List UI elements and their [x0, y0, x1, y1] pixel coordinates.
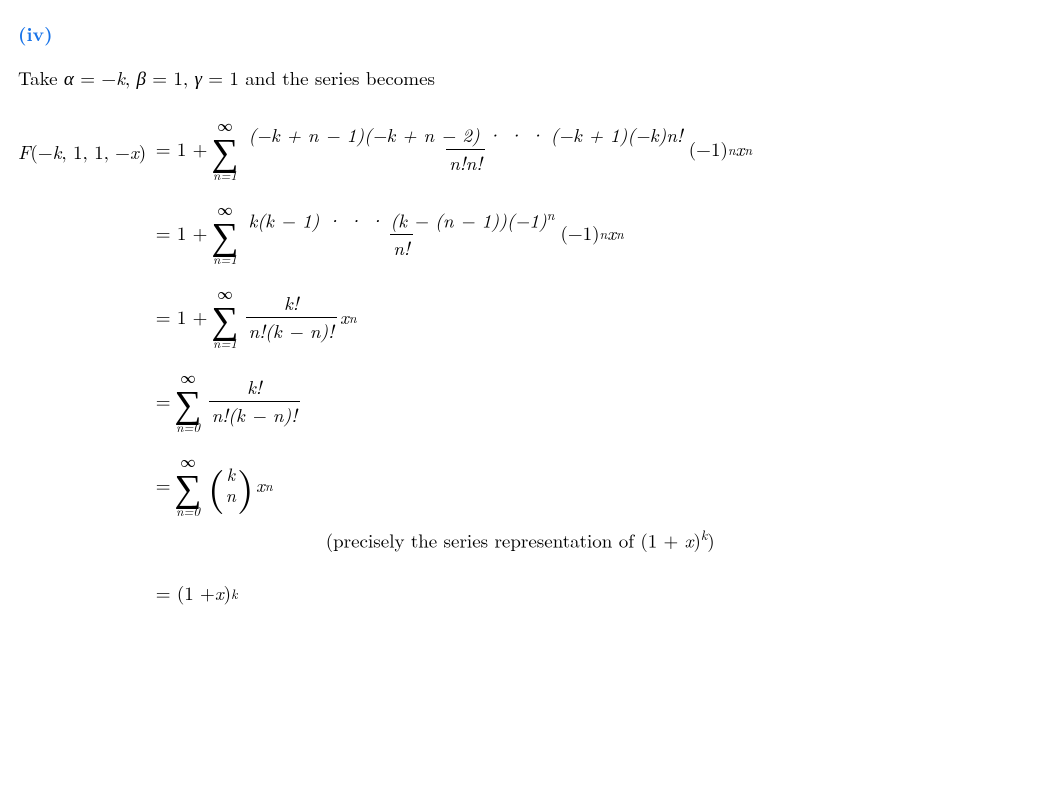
denominator: n!n!: [446, 149, 485, 175]
l2-tail-x: x: [607, 220, 616, 247]
math-derivation: F(−k, 1, 1, −x) = 1 + ∞ ∑ n=1 (−k + n − …: [18, 111, 1033, 626]
sep1: ,: [125, 64, 137, 91]
l4-num: k!: [247, 373, 262, 400]
derivation-line-3: = 1 + ∞ ∑ n=1 k! n!(k − n)! xn: [156, 279, 752, 355]
note-end: ): [707, 527, 714, 554]
fraction: (−k + n − 1)(−k + n − 2) · · · (−k + 1)(…: [246, 124, 686, 175]
sum-icon: ∞ ∑ n=0: [175, 454, 202, 517]
alpha: α: [64, 64, 74, 91]
derivation-line-5: = ∞ ∑ n=0 ( k n ) xn: [156, 447, 752, 523]
l4-den: n!(k − n)!: [212, 401, 297, 428]
sum-icon: ∞ ∑ n=0: [175, 370, 202, 433]
derivation-line-1: = 1 + ∞ ∑ n=1 (−k + n − 1)(−k + n − 2) ·…: [156, 111, 752, 187]
series-note: (precisely the series representation of …: [326, 525, 752, 554]
lhs-open: (−: [30, 138, 52, 165]
l2-num-a: k(k − 1) · · · (k − (n − 1))(−1): [249, 206, 547, 233]
l3-tail-x: x: [340, 304, 349, 331]
l2-tail-n: n: [600, 224, 608, 243]
sum-lower: n=0: [176, 504, 200, 517]
denominator: n!(k − n)!: [246, 317, 337, 343]
note-text: (precisely the series representation of …: [326, 527, 685, 554]
derivation-line-2: = 1 + ∞ ∑ n=1 k(k − 1) · · · (k − (n − 1…: [156, 195, 752, 271]
paren-left-icon: (: [208, 465, 225, 505]
numerator: k!: [281, 292, 302, 317]
l3-tail-xn: n: [349, 308, 357, 327]
l1-tail-x: x: [736, 136, 745, 163]
l2-den: n!: [393, 234, 410, 261]
sigma-icon: ∑: [211, 134, 238, 166]
l6-eq: = (1 +: [156, 580, 215, 607]
note-x: x: [685, 527, 694, 554]
derivation-line-6: = (1 + x)k: [156, 568, 752, 618]
l2-tail-a: (−1): [560, 220, 599, 247]
l1-tail-a: (−1): [689, 136, 728, 163]
sum-lower: n=1: [213, 336, 237, 349]
sigma-icon: ∑: [175, 470, 202, 502]
l5-eq: =: [156, 472, 171, 499]
l5-tail-x: x: [256, 472, 265, 499]
rhs-column: = 1 + ∞ ∑ n=1 (−k + n − 1)(−k + n − 2) ·…: [156, 111, 752, 626]
gamma: γ: [194, 64, 202, 91]
sum-icon: ∞ ∑ n=1: [211, 202, 238, 265]
lhs: F(−k, 1, 1, −x): [18, 111, 156, 166]
l6-x: x: [215, 580, 224, 607]
l3-den: n!(k − n)!: [249, 317, 334, 344]
lhs-x: x: [130, 138, 139, 165]
beta: β: [136, 64, 145, 91]
lhs-args: , 1, 1, −: [61, 138, 130, 165]
alpha-val: = −: [74, 64, 116, 91]
l1-num: (−k + n − 1)(−k + n − 2) · · · (−k + 1)(…: [249, 121, 683, 148]
l3-num: k!: [284, 289, 299, 316]
denominator: n!: [390, 234, 413, 260]
sigma-icon: ∑: [211, 218, 238, 250]
sum-icon: ∞ ∑ n=1: [211, 118, 238, 181]
l2-tail-xn: n: [616, 224, 624, 243]
numerator: k(k − 1) · · · (k − (n − 1))(−1)n: [246, 207, 558, 234]
l3-prefix: = 1 +: [156, 304, 208, 331]
l1-prefix: = 1 +: [156, 136, 208, 163]
binom-inner: k n: [225, 464, 237, 507]
sum-icon: ∞ ∑ n=1: [211, 286, 238, 349]
numerator: k!: [244, 376, 265, 401]
note-close: ): [694, 527, 701, 554]
alpha-k: k: [116, 64, 125, 91]
sum-lower: n=0: [176, 420, 200, 433]
derivation-line-4: = ∞ ∑ n=0 k! n!(k − n)!: [156, 363, 752, 439]
l6-close: ): [224, 580, 231, 607]
binom-bot: n: [226, 485, 236, 507]
l2-prefix: = 1 +: [156, 220, 208, 247]
l2-num-n: n: [547, 205, 555, 224]
section-label: (iv): [18, 20, 1033, 47]
l4-eq: =: [156, 388, 171, 415]
gamma-val: = 1 and the series becomes: [202, 64, 435, 91]
sum-lower: n=1: [213, 252, 237, 265]
sum-lower: n=1: [213, 168, 237, 181]
lhs-close: ): [139, 138, 146, 165]
fraction: k! n!(k − n)!: [209, 376, 300, 427]
denominator: n!(k − n)!: [209, 401, 300, 427]
l1-den: n!n!: [449, 149, 482, 176]
fraction: k! n!(k − n)!: [246, 292, 337, 343]
beta-val: = 1,: [146, 64, 195, 91]
sigma-icon: ∑: [175, 386, 202, 418]
l5-tail-xn: n: [265, 476, 273, 495]
binom-top: k: [227, 464, 235, 486]
l6-k: k: [231, 584, 237, 603]
lhs-F: F: [18, 138, 30, 165]
numerator: (−k + n − 1)(−k + n − 2) · · · (−k + 1)(…: [246, 124, 686, 149]
l1-tail-n: n: [728, 140, 736, 159]
intro-prefix: Take: [18, 64, 64, 91]
l1-tail-xn: n: [744, 140, 752, 159]
fraction: k(k − 1) · · · (k − (n − 1))(−1)n n!: [246, 207, 558, 260]
binomial: ( k n ): [208, 464, 254, 507]
sigma-icon: ∑: [211, 302, 238, 334]
paren-right-icon: ): [237, 465, 254, 505]
intro-text: Take α = −k, β = 1, γ = 1 and the series…: [18, 65, 1033, 92]
